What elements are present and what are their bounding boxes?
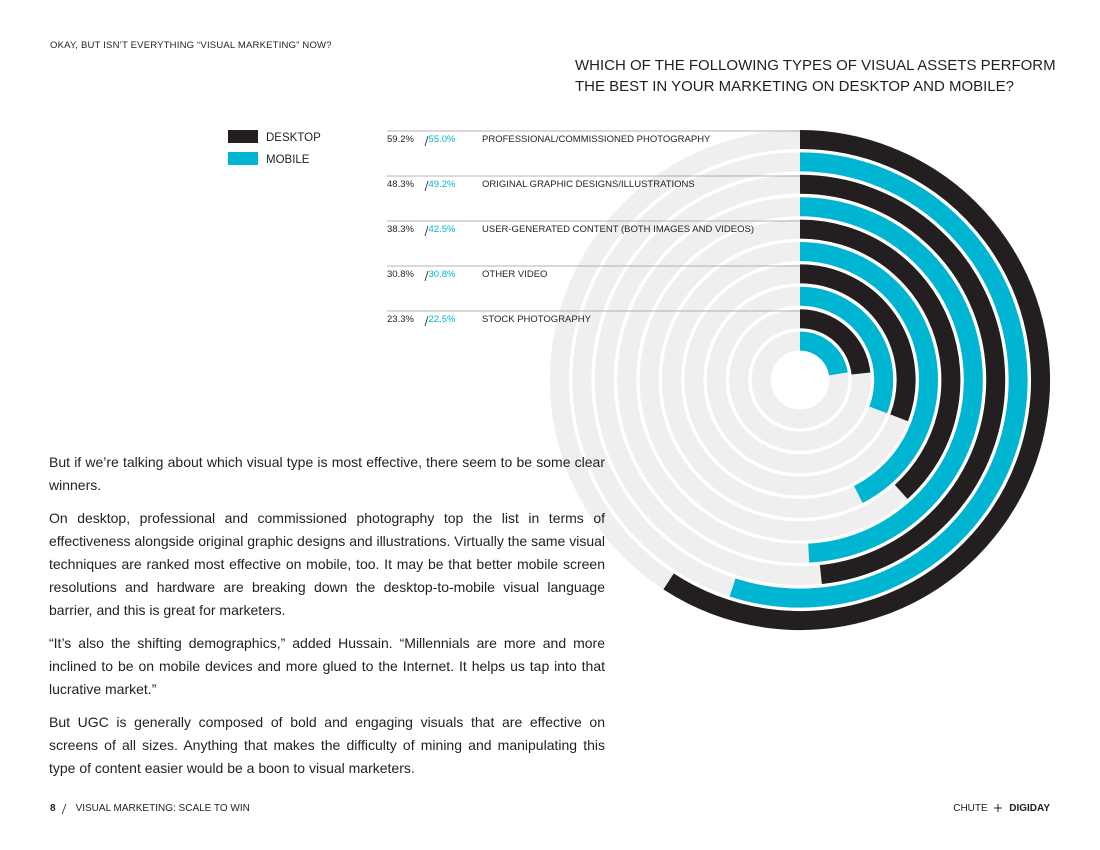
slash [424, 135, 429, 147]
legend-label: MOBILE [266, 154, 310, 166]
paragraph: “It’s also the shifting demographics,” a… [49, 635, 605, 697]
legend-swatch [228, 130, 258, 143]
legend-label: DESKTOP [266, 132, 321, 144]
radial-bar [799, 197, 983, 563]
chart-title: WHICH OF THE FOLLOWING TYPES OF VISUAL A… [575, 57, 1056, 95]
radial-bar [799, 219, 961, 499]
category-label: STOCK PHOTOGRAPHY [482, 314, 592, 325]
value-label: 55.0% [429, 134, 456, 145]
category-label: OTHER VIDEO [482, 269, 547, 280]
legend-swatch [228, 152, 258, 165]
radial-bar [799, 286, 894, 414]
paragraph: But if we’re talking about which visual … [49, 454, 605, 493]
footer-section: VISUAL MARKETING: SCALE TO WIN [75, 803, 250, 814]
footer-right: CHUTE DIGIDAY [953, 803, 1050, 814]
slash [424, 315, 429, 327]
plus-icon [994, 804, 1003, 812]
slash [424, 180, 429, 192]
paragraph: On desktop, professional and commissione… [49, 510, 605, 618]
value-label: 30.8% [387, 269, 414, 280]
category-label: ORIGINAL GRAPHIC DESIGNS/ILLUSTRATIONS [482, 179, 695, 190]
value-label: 42.5% [429, 224, 456, 235]
footer-left: 8 VISUAL MARKETING: SCALE TO WIN [50, 803, 250, 814]
kicker: OKAY, BUT ISN’T EVERYTHING “VISUAL MARKE… [50, 40, 332, 51]
value-label: 30.8% [429, 269, 456, 280]
value-label: 23.3% [387, 314, 414, 325]
brand: CHUTE [953, 803, 988, 814]
value-label: 48.3% [387, 179, 414, 190]
paragraph: But UGC is generally composed of bold an… [49, 714, 605, 776]
value-label: 22.5% [429, 314, 456, 325]
radial-bar [663, 130, 1050, 630]
radial-bar [799, 309, 871, 375]
page-number: 8 [50, 803, 56, 814]
radial-bar [799, 174, 1006, 585]
category-label: USER-GENERATED CONTENT (BOTH IMAGES AND … [482, 224, 754, 235]
value-label: 59.2% [387, 134, 414, 145]
radial-bar [799, 242, 938, 503]
value-label: 49.2% [429, 179, 456, 190]
category-label: PROFESSIONAL/COMMISSIONED PHOTOGRAPHY [482, 134, 711, 145]
slash-icon [61, 803, 67, 815]
body-text: But if we’re talking about which visual … [49, 451, 605, 790]
radial-bar [799, 264, 916, 422]
slash [424, 270, 429, 282]
radial-bar [729, 152, 1028, 608]
brand: DIGIDAY [1009, 803, 1050, 814]
radial-bar [799, 331, 848, 376]
value-label: 38.3% [387, 224, 414, 235]
slash [424, 225, 429, 237]
